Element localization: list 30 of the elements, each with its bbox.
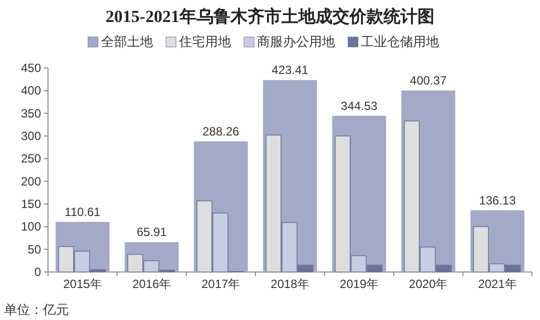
x-tick-label: 2015年 xyxy=(63,277,102,291)
y-tick-label: 100 xyxy=(20,220,42,234)
x-tick-label: 2020年 xyxy=(408,277,448,291)
y-tick-label: 300 xyxy=(20,129,42,143)
legend-label: 商服办公用地 xyxy=(257,34,335,49)
data-label: 110.61 xyxy=(64,204,101,219)
x-tick-label: 2021年 xyxy=(478,277,517,291)
data-label: 65.91 xyxy=(136,225,168,240)
y-tick-label: 0 xyxy=(34,265,42,279)
y-tick-label: 400 xyxy=(20,84,42,98)
x-tick-label: 2017年 xyxy=(202,277,240,291)
data-label: 423.41 xyxy=(272,63,309,78)
y-tick-label: 150 xyxy=(20,197,42,211)
y-tick-label: 350 xyxy=(20,106,42,120)
y-tick-label: 250 xyxy=(20,152,42,166)
text: 单位：亿元 xyxy=(4,302,69,317)
x-tick-label: 2018年 xyxy=(270,277,310,291)
data-label: 400.37 xyxy=(410,74,447,88)
x-tick-label: 2016年 xyxy=(132,277,172,291)
y-tick-label: 200 xyxy=(20,174,42,188)
legend-label: 住宅用地 xyxy=(178,34,231,49)
data-label: 136.13 xyxy=(479,193,516,208)
data-label: 344.53 xyxy=(340,98,378,113)
y-tick-label: 50 xyxy=(28,242,42,256)
data-label: 288.26 xyxy=(202,124,240,138)
legend-label: 全部土地 xyxy=(101,34,153,49)
legend-label: 工业仓储用地 xyxy=(361,34,439,49)
x-tick-label: 2019年 xyxy=(340,277,378,291)
y-tick-label: 450 xyxy=(20,61,42,75)
chart-title: 2015-2021年乌鲁木齐市土地成交价款统计图 xyxy=(106,7,434,26)
